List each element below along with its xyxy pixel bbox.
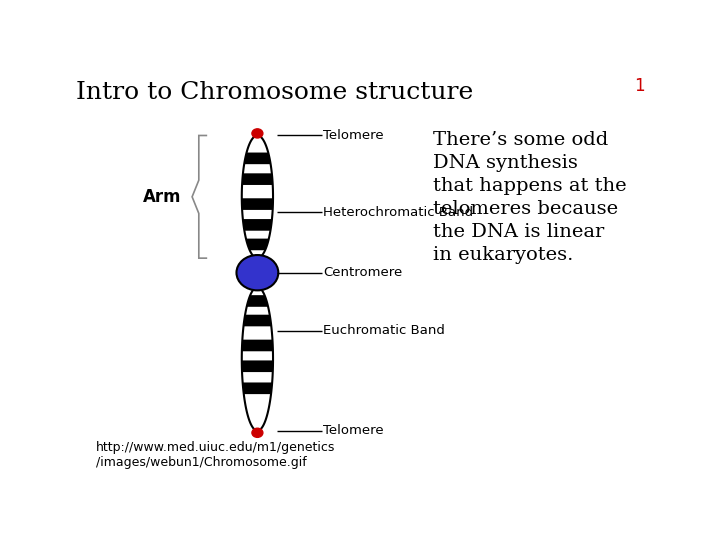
Text: Intro to Chromosome structure: Intro to Chromosome structure [76, 82, 473, 104]
Ellipse shape [236, 255, 279, 291]
Text: Telomere: Telomere [323, 424, 384, 437]
Text: Centromere: Centromere [323, 266, 402, 279]
Text: http://www.med.uiuc.edu/m1/genetics
/images/webun1/Chromosome.gif: http://www.med.uiuc.edu/m1/genetics /ima… [96, 441, 335, 469]
Text: Telomere: Telomere [323, 129, 384, 142]
Polygon shape [243, 219, 272, 231]
Polygon shape [243, 315, 271, 326]
Polygon shape [242, 198, 273, 210]
Text: Heterochromatic Band: Heterochromatic Band [323, 206, 473, 219]
Polygon shape [242, 287, 273, 431]
Polygon shape [246, 239, 269, 250]
Text: 1: 1 [634, 77, 645, 95]
Polygon shape [243, 382, 272, 394]
Ellipse shape [252, 129, 263, 138]
Polygon shape [242, 173, 273, 185]
Polygon shape [242, 360, 273, 372]
Polygon shape [244, 152, 271, 164]
Polygon shape [242, 136, 273, 258]
Text: Euchromatic Band: Euchromatic Band [323, 325, 445, 338]
Text: Arm: Arm [143, 188, 181, 206]
Ellipse shape [252, 428, 263, 437]
Polygon shape [242, 340, 273, 352]
Polygon shape [247, 295, 268, 307]
Text: There’s some odd
DNA synthesis
that happens at the
telomeres because
the DNA is : There’s some odd DNA synthesis that happ… [433, 131, 627, 264]
